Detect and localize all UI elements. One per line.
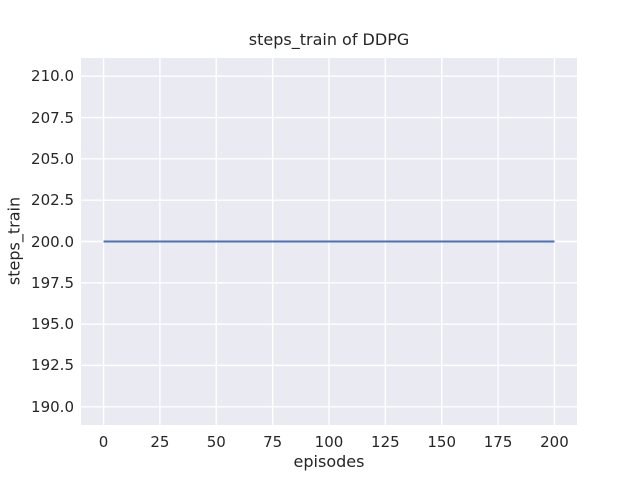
- x-tick-label: 75: [263, 433, 283, 451]
- chart-title: steps_train of DDPG: [248, 30, 410, 49]
- plot-area: [81, 58, 577, 425]
- x-tick-label: 25: [150, 433, 170, 451]
- y-tick-label: 210.0: [31, 67, 74, 86]
- y-tick-label: 207.5: [31, 108, 74, 127]
- y-tick-label: 195.0: [31, 315, 74, 334]
- y-tick-label: 205.0: [31, 149, 74, 168]
- x-tick-label: 0: [98, 433, 109, 451]
- x-tick-label: 150: [427, 433, 457, 451]
- x-tick-label: 200: [540, 433, 569, 451]
- y-tick-label: 190.0: [31, 397, 74, 416]
- x-tick-label: 50: [206, 433, 226, 451]
- x-tick-label: 100: [314, 433, 344, 451]
- y-tick-label: 202.5: [31, 191, 74, 210]
- y-tick-label: 200.0: [31, 232, 74, 251]
- x-axis-label: episodes: [293, 452, 365, 471]
- y-tick-label: 192.5: [31, 356, 74, 375]
- y-tick-label: 197.5: [31, 273, 74, 292]
- plot-canvas: [81, 58, 577, 425]
- x-tick-label: 175: [483, 433, 513, 451]
- x-tick-label: 125: [371, 433, 400, 451]
